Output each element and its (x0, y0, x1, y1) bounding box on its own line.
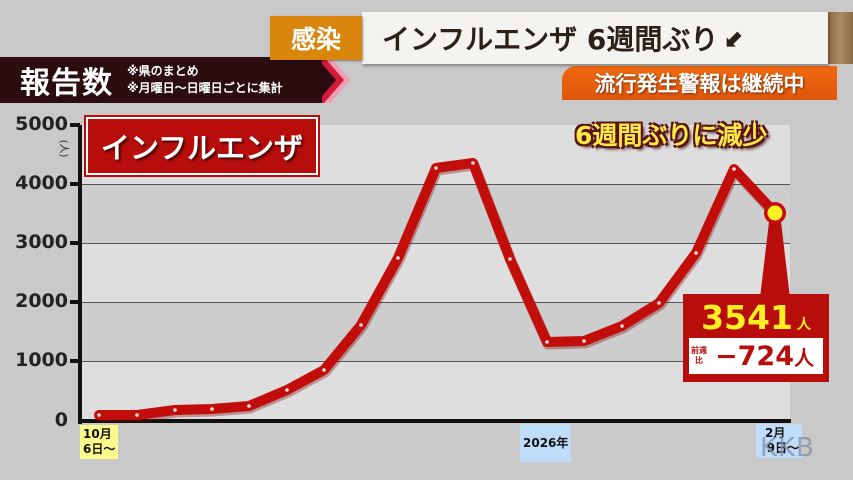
x-label-end: 2月 9日〜 (756, 424, 802, 458)
series-label-text: インフルエンザ (100, 131, 304, 165)
y-tick-label: 3000 (15, 231, 68, 253)
x-label-line: 9日〜 (766, 441, 799, 455)
y-tick-label: 2000 (15, 290, 68, 312)
report-notes: ※県のまとめ ※月曜日〜日曜日ごとに集計 (127, 63, 283, 97)
latest-value: 3541 人 (683, 298, 829, 337)
x-label-line: 6日〜 (83, 442, 116, 456)
down-arrow-icon: ⬋ (724, 24, 745, 52)
warning-text: 流行発生警報は継続中 (594, 72, 805, 96)
week-over-week-value: −724人 (715, 341, 814, 372)
note-line: ※県のまとめ (127, 64, 199, 78)
y-tick-label: 1000 (15, 349, 68, 371)
latest-value-number: 3541 (701, 298, 793, 337)
category-tag: 感染 (270, 16, 362, 60)
x-axis (78, 419, 791, 423)
wood-decoration (828, 12, 853, 64)
y-tick (70, 241, 80, 245)
note-line: ※月曜日〜日曜日ごとに集計 (127, 81, 283, 95)
y-axis (78, 125, 82, 424)
headline: インフルエンザ 6週間ぶり ⬋ (362, 12, 828, 64)
latest-value-unit: 人 (796, 317, 811, 333)
x-label-year: 2026年 (520, 424, 572, 462)
report-label: 報告数 (20, 66, 113, 101)
y-tick-label: 5000 (15, 113, 68, 135)
latest-value-callout: 3541 人 前週比 −724人 (683, 294, 829, 382)
y-tick-label: 0 (54, 409, 68, 431)
y-tick-label: 4000 (15, 172, 68, 194)
diff-unit: 人 (793, 345, 814, 370)
diff-number: −724 (715, 340, 794, 372)
y-tick (70, 123, 80, 127)
week-over-week-label: 前週比 (691, 346, 707, 365)
y-tick (70, 300, 80, 304)
x-label-line: 10月 (83, 427, 112, 441)
y-tick (70, 182, 80, 186)
report-banner: 報告数 ※県のまとめ ※月曜日〜日曜日ごとに集計 (0, 57, 322, 103)
category-label: 感染 (290, 25, 341, 54)
week-over-week-box: 前週比 −724人 (689, 338, 823, 374)
x-label-line: 2026年 (523, 435, 569, 450)
series-label: インフルエンザ (84, 115, 320, 177)
broadcaster-logo: KKB (760, 433, 815, 463)
x-label-line: 2月 (765, 426, 786, 440)
warning-banner: 流行発生警報は継続中 (562, 66, 837, 100)
y-tick (70, 359, 80, 363)
x-label-start: 10月 6日〜 (80, 425, 119, 459)
trend-annotation: 6週間ぶりに減少 (575, 121, 768, 150)
headline-text: インフルエンザ 6週間ぶり (382, 23, 719, 56)
